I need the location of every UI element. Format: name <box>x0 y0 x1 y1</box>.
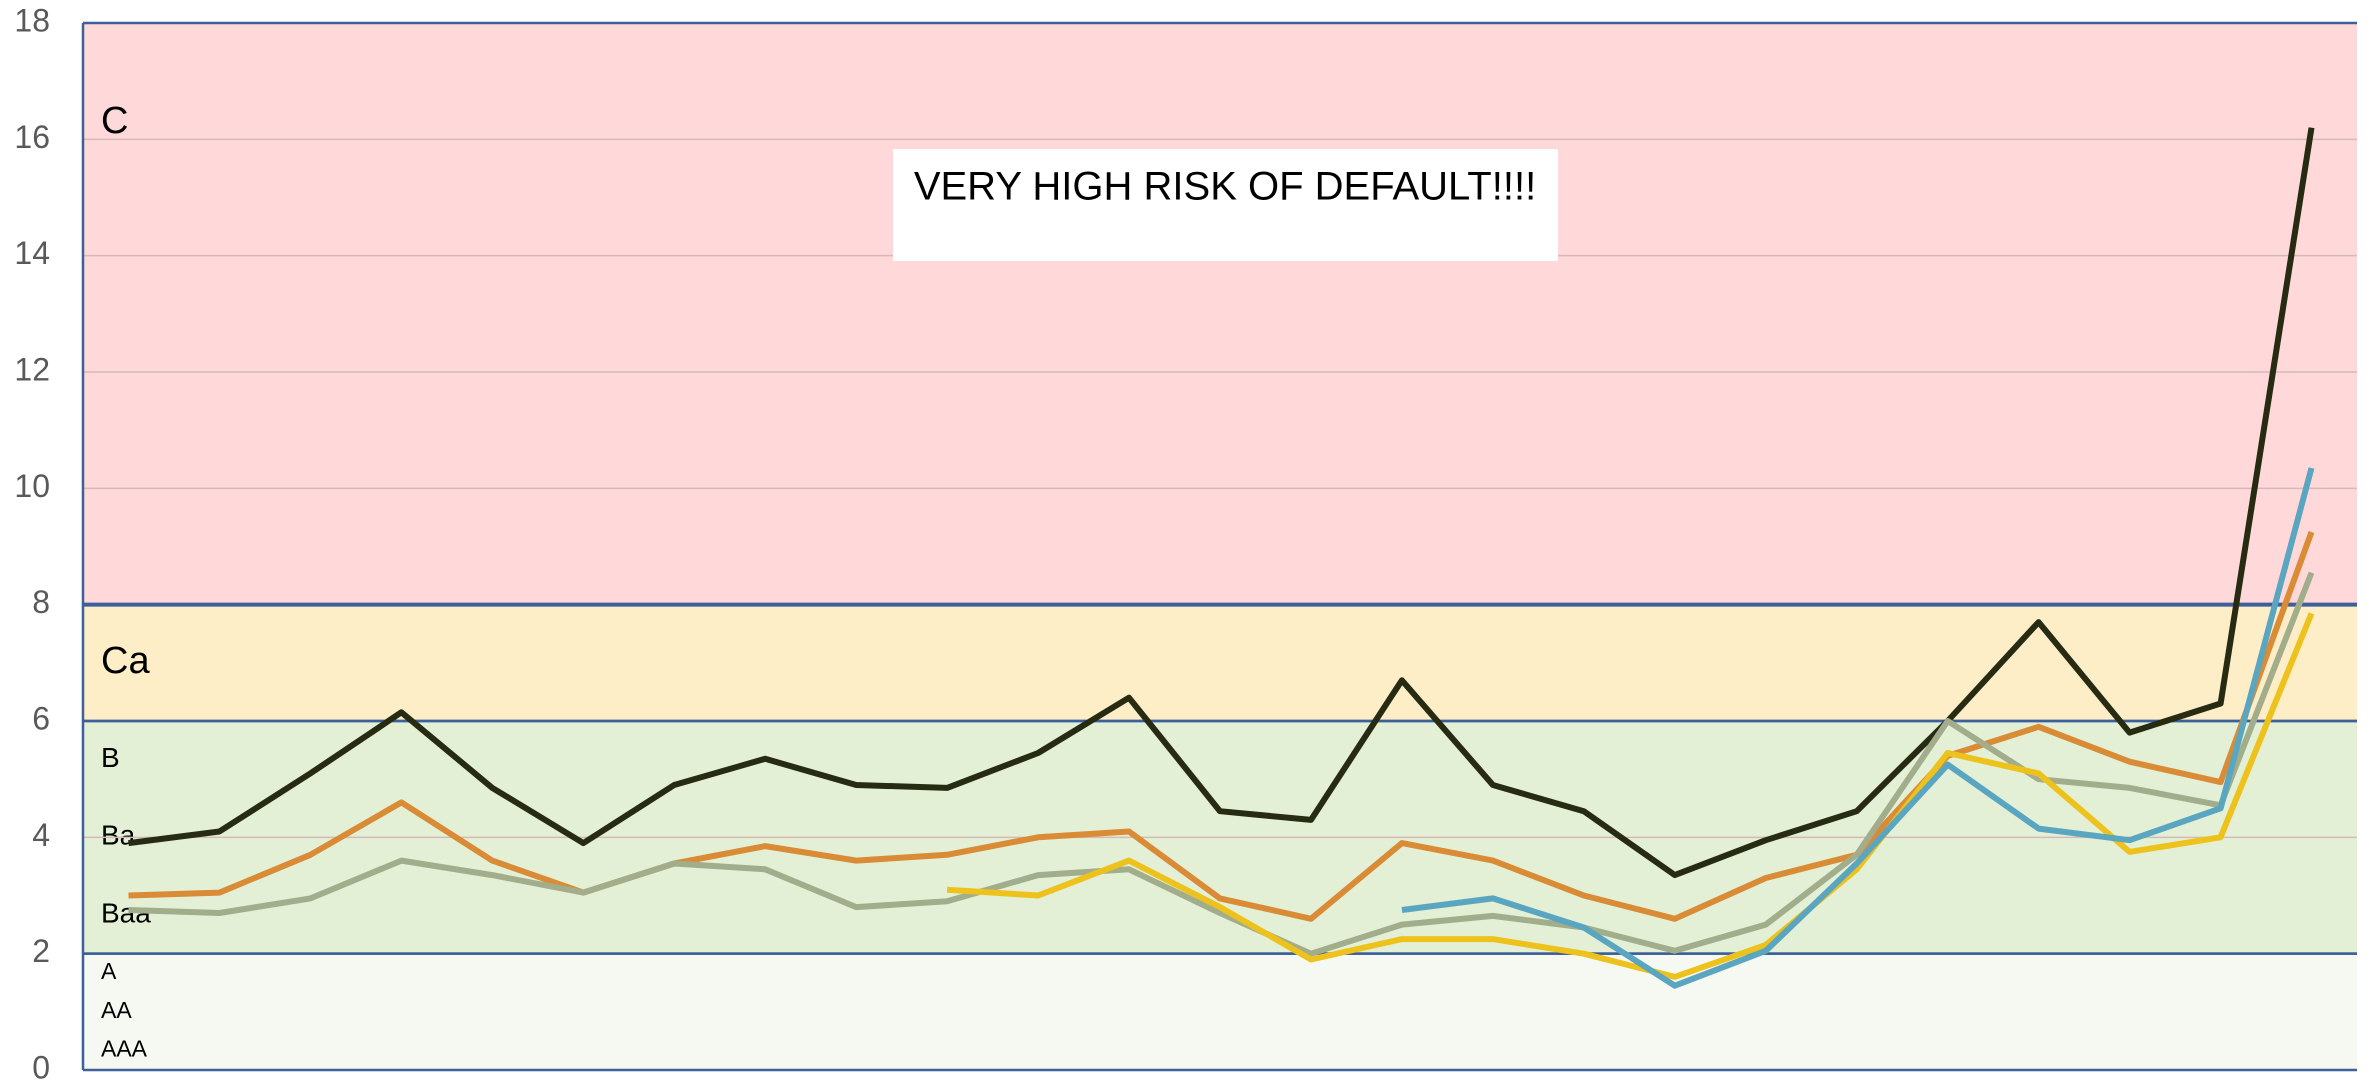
band-label: Ba <box>101 820 136 851</box>
band-edges <box>81 21 2357 1072</box>
annotation-box <box>893 149 1558 261</box>
y-tick-label: 0 <box>32 1049 50 1084</box>
y-tick-label: 18 <box>14 2 50 38</box>
lines <box>128 127 2315 989</box>
band-label: AAA <box>101 1036 148 1062</box>
series-line <box>1401 467 2315 989</box>
band-label: Ca <box>101 640 150 682</box>
y-tick-label: 12 <box>14 351 50 387</box>
y-tick-label: 4 <box>32 817 50 853</box>
y-tick-label: 6 <box>32 700 50 736</box>
y-tick-label: 2 <box>32 933 50 969</box>
series-line <box>128 571 2315 957</box>
y-tick-label: 10 <box>14 468 50 504</box>
annotation: VERY HIGH RISK OF DEFAULT!!!! <box>914 165 1536 209</box>
y-tick-label: 8 <box>32 584 50 620</box>
band <box>83 23 2357 605</box>
band-label: B <box>101 742 120 773</box>
band <box>83 953 2357 1070</box>
band <box>83 604 2357 721</box>
band-label: A <box>101 958 117 984</box>
band-label: AA <box>101 997 132 1023</box>
series-line <box>946 612 2315 980</box>
band-label: C <box>101 100 128 142</box>
y-tick-label: 16 <box>14 119 50 155</box>
y-tick-label: 14 <box>14 235 50 271</box>
